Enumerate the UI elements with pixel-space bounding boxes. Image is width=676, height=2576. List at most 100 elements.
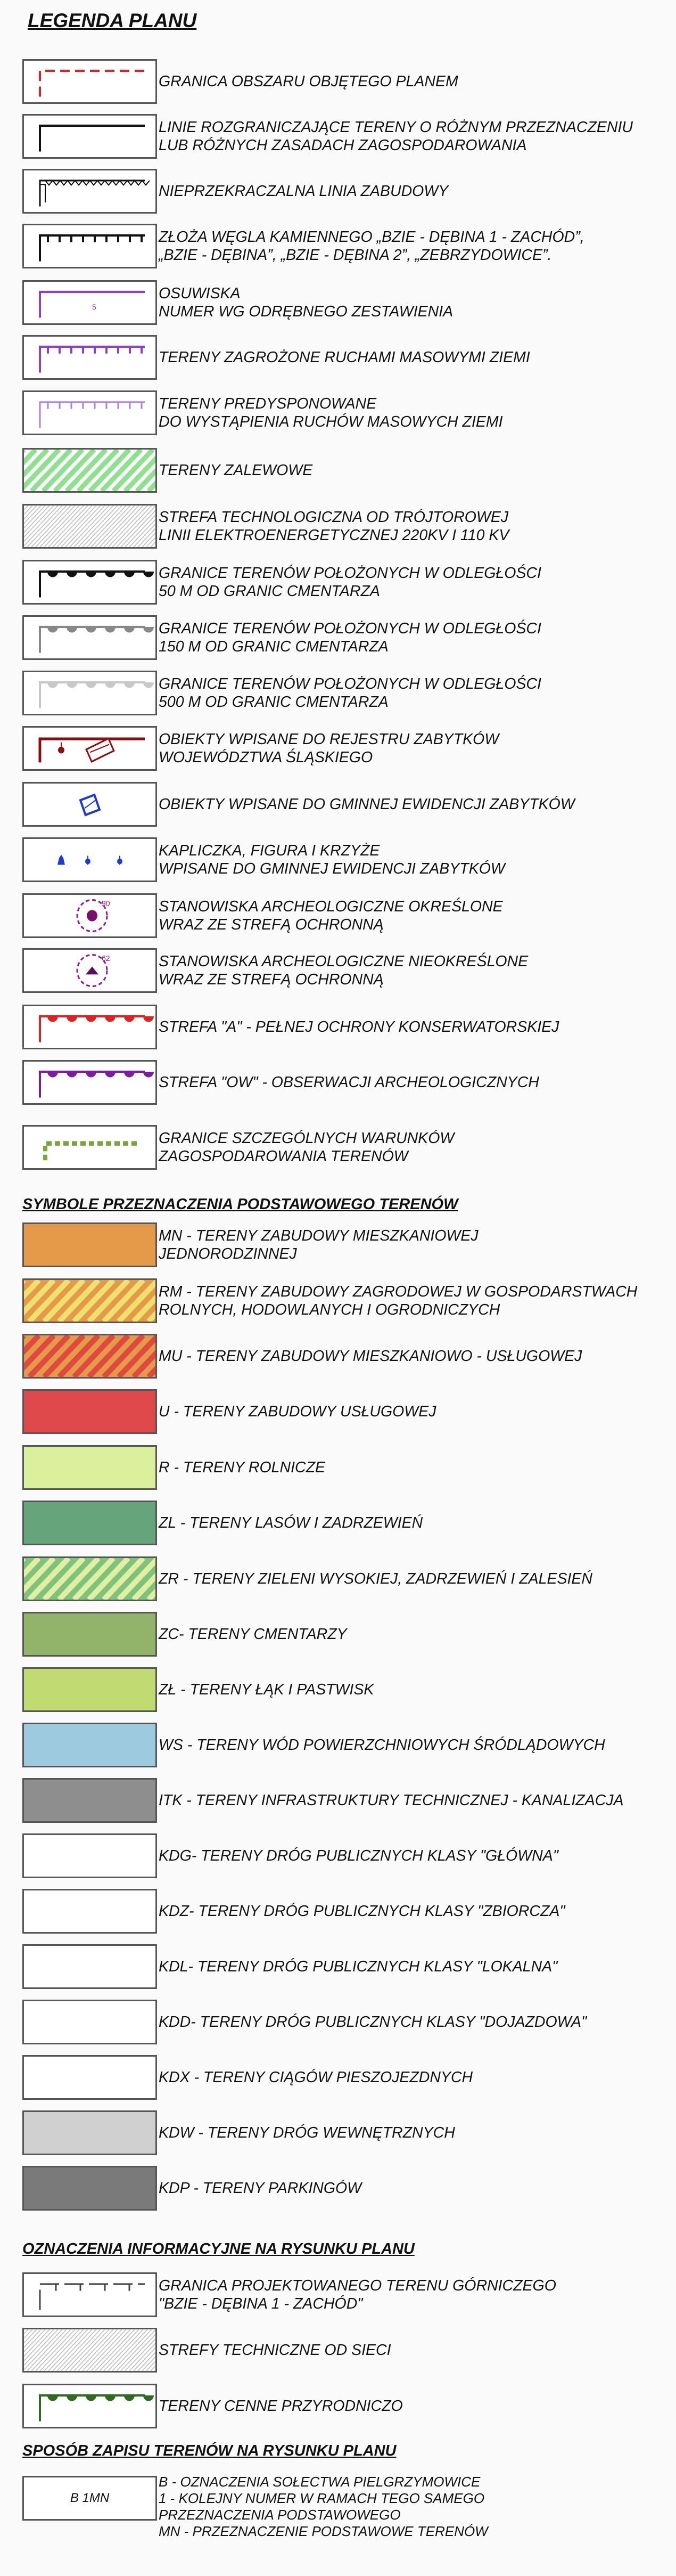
symbol-12-label-line: KDZ- TERENY DRÓG PUBLICZNYCH KLASY "ZBIO… [159, 1903, 565, 1920]
legend-purple-scallop-label-line: STREFA "OW" - OBSERWACJI ARCHEOLOGICZNYC… [159, 1074, 539, 1091]
symbol-17-label-line: KDP - TERENY PARKINGÓW [159, 2180, 362, 2197]
notation-description-line: PRZEZNACZENIA PODSTAWOWEGO [159, 2507, 401, 2523]
legend-monument-register-label-line: OBIEKTY WPISANE DO REJESTRU ZABYTKÓW [159, 731, 499, 748]
legend-gray-scallop-label-line: GRANICE TERENÓW POŁOŻONYCH W ODLEGŁOŚCI [159, 620, 541, 637]
symbol-13-label-line: KDL- TERENY DRÓG PUBLICZNYCH KLASY "LOKA… [159, 1958, 558, 1975]
legend-black-scallop-label-line: 50 M OD GRANIC CMENTARZA [159, 583, 380, 600]
legend-light-purple-tick-line-label: TERENY PREDYSPONOWANE DO WYSTĄPIENIA RUCH… [159, 395, 503, 431]
notation-description: B - OZNACZENIA SOŁECTWA PIELGRZYMOWICE 1 … [159, 2474, 488, 2540]
notation-code-box: B 1MN [22, 2476, 157, 2521]
symbol-7-label: ZC- TERENY CMENTARZY [159, 1625, 347, 1643]
svg-text:5: 5 [92, 303, 96, 312]
legend-light-gray-scallop-label-line: 500 M OD GRANIC CMENTARZA [159, 694, 389, 711]
legend-purple-corner-line-label-line: NUMER WG ODRĘBNEGO ZESTAWIENIA [159, 303, 454, 320]
symbol-7-swatch [22, 1612, 157, 1657]
info-dark-green-scallop-label: TERENY CENNE PRZYRODNICZO [159, 2397, 403, 2415]
notation-code: B 1MN [70, 2491, 110, 2505]
symbol-17-label: KDP - TERENY PARKINGÓW [159, 2179, 361, 2197]
symbol-1-swatch [22, 1278, 157, 1323]
legend-gray-hatch-label-line: LINII ELEKTROENERGETYCZNEJ 220KV I 110 K… [159, 527, 509, 544]
legend-red-scallop-label: STREFA "A" - PEŁNEJ OCHRONY KONSERWATORS… [159, 1018, 559, 1036]
legend-archeo-defined-label: STANOWISKA ARCHEOLOGICZNE OKREŚLONE WRAZ … [159, 898, 503, 934]
symbol-10-label-line: ITK - TERENY INFRASTRUKTURY TECHNICZNEJ … [159, 1792, 624, 1809]
legend-shrine-markers-label: KAPLICZKA, FIGURA I KRZYŻE WPISANE DO GMI… [159, 842, 505, 878]
legend-archeo-undefined-label-line: STANOWISKA ARCHEOLOGICZNE NIEOKREŚLONE [159, 953, 529, 970]
legend-blue-diamond-label: OBIEKTY WPISANE DO GMINNEJ EWIDENCJI ZAB… [159, 795, 575, 813]
legend-black-corner-line-label: LINIE ROZGRANICZAJĄCE TERENY O RÓŻNYM PR… [159, 118, 633, 154]
legend-green-dashed-corner-swatch [22, 1125, 157, 1170]
symbol-9-label: WS - TERENY WÓD POWIERZCHNIOWYCH ŚRÓDLĄD… [159, 1736, 605, 1754]
symbol-15-label: KDX - TERENY CIĄGÓW PIESZOJEZDNYCH [159, 2068, 473, 2086]
legend-gray-scallop-swatch [22, 615, 157, 660]
notation-description-line: MN - PRZEZNACZENIE PODSTAWOWE TERENÓW [159, 2523, 488, 2539]
info-mining-boundary-label-line: "BZIE - DĘBINA 1 - ZACHÓD" [159, 2295, 363, 2312]
symbol-11-label: KDG- TERENY DRÓG PUBLICZNYCH KLASY "GŁÓW… [159, 1847, 558, 1865]
legend-monument-register-swatch [22, 726, 157, 771]
legend-green-hatch-swatch [22, 448, 157, 493]
info-gray-hatch-label: STREFY TECHNICZNE OD SIECI [159, 2341, 391, 2359]
legend-archeo-undefined-swatch: 62 [22, 948, 157, 993]
legend-gray-hatch-swatch [22, 504, 157, 549]
info-mining-boundary-label-line: GRANICA PROJEKTOWANEGO TERENU GÓRNICZEGO [159, 2277, 556, 2294]
legend-black-corner-line-label-line: LINIE ROZGRANICZAJĄCE TERENY O RÓŻNYM PR… [159, 119, 633, 136]
symbol-2-label: MU - TERENY ZABUDOWY MIESZKANIOWO - USŁU… [159, 1347, 582, 1365]
symbol-10-label: ITK - TERENY INFRASTRUKTURY TECHNICZNEJ … [159, 1791, 624, 1809]
legend-light-gray-scallop-swatch [22, 671, 157, 715]
legend-light-purple-tick-line-label-line: TERENY PREDYSPONOWANE [159, 395, 377, 412]
notation-description-line: 1 - KOLEJNY NUMER W RAMACH TEGO SAMEGO [159, 2490, 485, 2506]
symbol-4-label-line: R - TERENY ROLNICZE [159, 1459, 326, 1476]
legend-black-tick-line-swatch [22, 224, 157, 268]
info-gray-hatch-swatch [22, 2328, 157, 2373]
symbol-9-swatch [22, 1723, 157, 1767]
svg-text:90: 90 [102, 900, 110, 908]
symbol-8-swatch [22, 1667, 157, 1712]
legend-monument-register-label-line: WOJEWÓDZTWA ŚLĄSKIEGO [159, 749, 373, 766]
symbol-14-label: KDD- TERENY DRÓG PUBLICZNYCH KLASY "DOJA… [159, 2013, 587, 2031]
symbol-3-swatch [22, 1389, 157, 1434]
symbol-1-label-line: ROLNYCH, HODOWLANYCH I OGRODNICZYCH [159, 1301, 500, 1318]
symbol-16-swatch [22, 2110, 157, 2155]
legend-archeo-undefined-label-line: WRAZ ZE STREFĄ OCHRONNĄ [159, 971, 384, 988]
info-gray-hatch-label-line: STREFY TECHNICZNE OD SIECI [159, 2342, 391, 2359]
symbol-12-swatch [22, 1889, 157, 1934]
symbol-1-label-line: RM - TERENY ZABUDOWY ZAGRODOWEJ W GOSPOD… [159, 1283, 638, 1300]
legend-red-dashed-border-label: GRANICA OBSZARU OBJĘTEGO PLANEM [159, 72, 458, 91]
symbol-2-swatch [22, 1334, 157, 1379]
symbol-2-label-line: MU - TERENY ZABUDOWY MIESZKANIOWO - USŁU… [159, 1348, 582, 1365]
legend-monument-register-label: OBIEKTY WPISANE DO REJESTRU ZABYTKÓW WOJE… [159, 730, 499, 767]
legend-zigzag-line-label: NIEPRZEKRACZALNA LINIA ZABUDOWY [159, 182, 448, 200]
legend-black-tick-line-label-line: „BZIE - DĘBINA”, „BZIE - DĘBINA 2”, „ZEB… [159, 247, 552, 264]
info-dark-green-scallop-swatch [22, 2384, 157, 2428]
symbol-16-label: KDW - TERENY DRÓG WEWNĘTRZNYCH [159, 2124, 455, 2142]
legend-archeo-defined-label-line: WRAZ ZE STREFĄ OCHRONNĄ [159, 916, 384, 933]
legend-red-dashed-border-label-line: GRANICA OBSZARU OBJĘTEGO PLANEM [159, 73, 458, 90]
legend-purple-tick-line-label-line: TERENY ZAGROŻONE RUCHAMI MASOWYMI ZIEMI [159, 349, 530, 366]
symbol-6-swatch [22, 1556, 157, 1601]
legend-purple-corner-line-swatch: 5 [22, 280, 157, 325]
legend-archeo-undefined-label: STANOWISKA ARCHEOLOGICZNE NIEOKREŚLONE WR… [159, 952, 528, 989]
symbol-9-label-line: WS - TERENY WÓD POWIERZCHNIOWYCH ŚRÓDLĄD… [159, 1737, 605, 1754]
symbol-16-label-line: KDW - TERENY DRÓG WEWNĘTRZNYCH [159, 2124, 455, 2141]
legend-archeo-defined-swatch: 90 [22, 893, 157, 938]
symbol-1-label: RM - TERENY ZABUDOWY ZAGRODOWEJ W GOSPOD… [159, 1283, 637, 1319]
legend-purple-corner-line-label-line: OSUWISKA [159, 285, 241, 302]
symbol-17-swatch [22, 2166, 157, 2211]
symbol-8-label: ZŁ - TERENY ŁĄK I PASTWISK [159, 1681, 374, 1699]
legend-gray-scallop-label: GRANICE TERENÓW POŁOŻONYCH W ODLEGŁOŚCI 1… [159, 619, 541, 656]
notation-description-line: B - OZNACZENIA SOŁECTWA PIELGRZYMOWICE [159, 2474, 481, 2490]
symbol-8-label-line: ZŁ - TERENY ŁĄK I PASTWISK [159, 1681, 374, 1698]
info-heading: OZNACZENIA INFORMACYJNE NA RYSUNKU PLANU [22, 2240, 415, 2257]
symbol-15-label-line: KDX - TERENY CIĄGÓW PIESZOJEZDNYCH [159, 2069, 473, 2086]
legend-purple-corner-line-label: OSUWISKA NUMER WG ODRĘBNEGO ZESTAWIENIA [159, 284, 453, 321]
legend-red-scallop-label-line: STREFA "A" - PEŁNEJ OCHRONY KONSERWATORS… [159, 1018, 559, 1036]
legend-black-corner-line-label-line: LUB RÓŻNYCH ZASADACH ZAGOSPODAROWANIA [159, 137, 527, 154]
legend-gray-hatch-label-line: STREFA TECHNOLOGICZNA OD TRÓJTOROWEJ [159, 509, 509, 526]
info-dark-green-scallop-label-line: TERENY CENNE PRZYRODNICZO [159, 2398, 403, 2415]
symbol-4-swatch [22, 1445, 157, 1490]
legend-title: LEGENDA PLANU [28, 10, 197, 31]
symbol-5-label: ZL - TERENY LASÓW I ZADRZEWIEŃ [159, 1514, 423, 1532]
legend-shrine-markers-label-line: KAPLICZKA, FIGURA I KRZYŻE [159, 842, 380, 859]
symbol-13-swatch [22, 1944, 157, 1989]
legend-black-scallop-label: GRANICE TERENÓW POŁOŻONYCH W ODLEGŁOŚCI 5… [159, 564, 541, 600]
legend-black-scallop-swatch [22, 560, 157, 605]
